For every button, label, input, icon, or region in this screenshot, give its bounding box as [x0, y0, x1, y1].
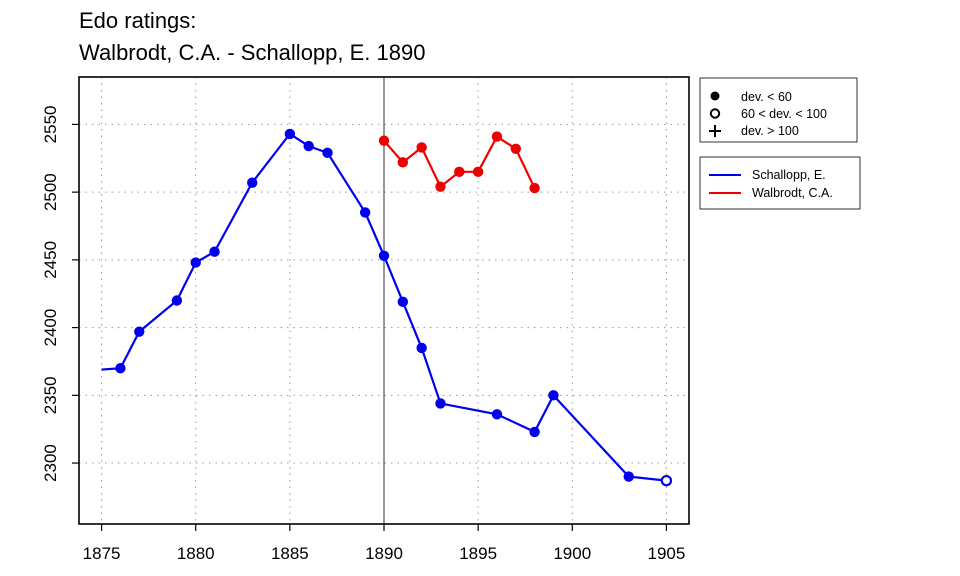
legend-label-plus: dev. > 100	[741, 124, 799, 138]
data-point-0-1883	[247, 177, 258, 188]
data-point-1-1894	[454, 166, 465, 178]
data-point-0-1886	[303, 140, 314, 152]
series-line-0	[101, 132, 667, 482]
data-point-0-1892	[416, 342, 427, 354]
data-point-1-1890	[378, 135, 390, 146]
x-tick-label-1890: 1890	[365, 544, 403, 563]
grid-layer	[79, 77, 689, 524]
legend-open-marker	[709, 108, 721, 119]
y-tick-label-2550: 2550	[41, 105, 60, 143]
data-point-1-1891	[397, 157, 409, 168]
data-point-0-1903	[623, 471, 634, 482]
y-tick-label-2400: 2400	[41, 309, 60, 347]
series-layer	[101, 128, 673, 487]
data-point-0-1890	[378, 250, 390, 261]
marker-legend-box	[699, 77, 858, 143]
x-tick-label-1875: 1875	[83, 544, 121, 563]
legend-label-schallopp: Schallopp, E.	[752, 168, 826, 182]
data-point-0-1877	[134, 326, 145, 337]
x-tick-label-1880: 1880	[177, 544, 215, 563]
data-point-0-1905	[660, 474, 673, 487]
data-point-1-1898	[529, 182, 540, 194]
y-tick-label-2350: 2350	[41, 376, 60, 414]
chart-title-line-2: Walbrodt, C.A. - Schallopp, E. 1890	[79, 40, 425, 65]
data-point-0-1880	[190, 257, 201, 268]
y-tick-label-2450: 2450	[41, 241, 60, 279]
series-legend-box	[699, 156, 861, 210]
y-tick-label-2300: 2300	[41, 444, 60, 482]
axis-layer: 1875 1880 1885 1890 1895 1900 1905 2300 2350 2400…	[41, 105, 685, 563]
x-tick-label-1905: 1905	[647, 544, 685, 563]
data-point-1-1895	[472, 166, 484, 178]
series-legend: Schallopp, E. Walbrodt, C.A.	[699, 156, 861, 210]
x-tick-label-1900: 1900	[553, 544, 591, 563]
data-point-0-1896	[491, 409, 503, 420]
x-tick-label-1895: 1895	[459, 544, 497, 563]
legend-label-walbrodt: Walbrodt, C.A.	[752, 186, 833, 200]
data-point-0-1887	[322, 147, 333, 159]
legend-plus-marker	[709, 125, 721, 137]
data-point-0-1879	[171, 295, 183, 306]
legend-label-filled: dev. < 60	[741, 90, 792, 104]
data-point-1-1897	[510, 143, 521, 154]
data-point-1-1896	[491, 131, 503, 142]
data-point-0-1889	[359, 207, 371, 218]
data-point-0-1885	[284, 128, 296, 140]
legend-filled-marker	[710, 91, 720, 101]
marker-legend: dev. < 60 60 < dev. < 100 dev. > 100	[699, 77, 858, 143]
data-point-0-1876	[115, 363, 126, 374]
chart-title-line-1: Edo ratings:	[79, 8, 196, 33]
data-point-0-1881	[209, 246, 220, 257]
data-point-0-1899	[548, 390, 559, 401]
y-tick-label-2500: 2500	[41, 173, 60, 211]
data-point-0-1891	[397, 296, 409, 308]
x-tick-label-1885: 1885	[271, 544, 309, 563]
data-point-0-1898	[529, 426, 540, 438]
data-point-1-1893	[435, 181, 446, 192]
legend-label-open: 60 < dev. < 100	[741, 107, 827, 121]
data-point-1-1892	[416, 142, 427, 153]
data-point-0-1893	[435, 398, 446, 409]
